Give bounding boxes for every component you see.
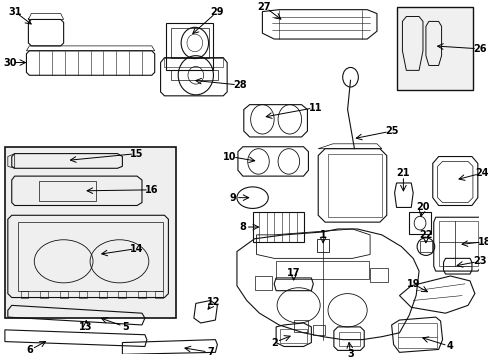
Text: 14: 14: [130, 244, 143, 253]
Text: 4: 4: [446, 342, 453, 351]
Text: 31: 31: [8, 6, 21, 17]
Text: 1: 1: [319, 230, 326, 240]
Text: 24: 24: [474, 168, 488, 178]
Text: 15: 15: [130, 149, 143, 159]
Text: 18: 18: [477, 237, 488, 247]
Text: 25: 25: [384, 126, 398, 136]
Text: 8: 8: [239, 222, 246, 232]
Text: 7: 7: [207, 347, 213, 357]
Text: 6: 6: [26, 345, 33, 355]
Polygon shape: [396, 7, 472, 90]
Text: 26: 26: [472, 44, 486, 54]
Text: 19: 19: [406, 279, 419, 289]
Text: 2: 2: [270, 338, 277, 347]
Text: 13: 13: [79, 322, 93, 332]
Text: 30: 30: [3, 58, 17, 68]
Text: 28: 28: [233, 80, 246, 90]
Text: 9: 9: [229, 193, 236, 203]
Text: 3: 3: [346, 349, 353, 359]
Text: 17: 17: [286, 268, 300, 278]
Text: 20: 20: [415, 202, 429, 212]
Text: 22: 22: [418, 230, 432, 240]
Text: 10: 10: [223, 152, 236, 162]
Text: 11: 11: [308, 103, 322, 113]
Text: 5: 5: [122, 322, 128, 332]
Text: 21: 21: [396, 168, 409, 178]
Text: 16: 16: [145, 185, 158, 195]
Text: 23: 23: [472, 256, 486, 266]
Text: 29: 29: [210, 6, 224, 17]
Text: 12: 12: [206, 297, 220, 307]
Text: 27: 27: [257, 2, 270, 12]
Polygon shape: [5, 147, 176, 318]
